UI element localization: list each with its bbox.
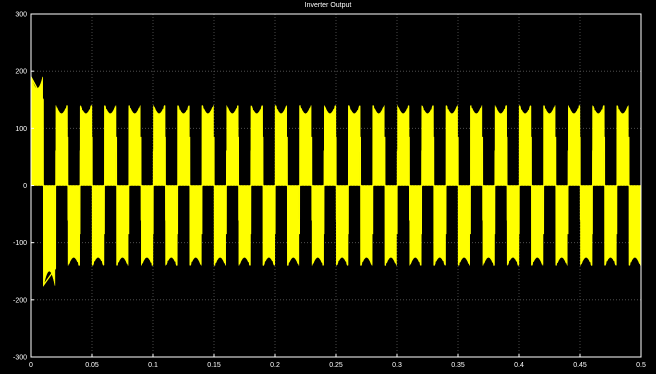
y-tick-label: 200 [15, 69, 27, 76]
series-block [324, 105, 336, 186]
x-tick-label: 0.15 [207, 362, 221, 369]
series-block [141, 185, 153, 266]
y-tick-label: 0 [23, 183, 27, 190]
series-block [116, 185, 129, 266]
series-block [238, 185, 251, 266]
series-block [409, 185, 422, 266]
x-tick-label: 0.4 [514, 362, 524, 369]
series-block [580, 185, 592, 266]
series-block [616, 105, 629, 186]
series-block [592, 105, 605, 186]
series-block [189, 185, 202, 266]
y-tick-label: 300 [15, 12, 27, 19]
series-block [604, 185, 617, 266]
x-tick-label: 0.45 [573, 362, 587, 369]
series-block [385, 185, 397, 266]
x-tick-label: 0.3 [392, 362, 402, 369]
series-block [202, 105, 214, 186]
series-block [67, 185, 80, 266]
series-block [287, 185, 300, 266]
series-block [214, 185, 226, 266]
series-block [531, 185, 544, 266]
x-tick-label: 0.1 [148, 362, 158, 369]
series-block [348, 105, 361, 186]
series-block [311, 185, 324, 266]
series-block [470, 105, 483, 186]
series-block [336, 185, 348, 266]
series-block [372, 105, 385, 186]
series-block [226, 105, 239, 186]
series-block [263, 185, 275, 266]
series-block [482, 185, 495, 266]
series-block [543, 105, 556, 186]
series-block [446, 105, 458, 186]
series-block [629, 185, 641, 266]
series-block [433, 185, 446, 266]
series-block [568, 105, 580, 186]
series-block [153, 105, 165, 186]
series-block [55, 105, 68, 186]
series-block [555, 185, 568, 266]
x-tick-label: 0.5 [636, 362, 646, 369]
x-tick-label: 0.05 [85, 362, 99, 369]
series-block [177, 105, 190, 186]
x-tick-label: 0.35 [451, 362, 465, 369]
chart-title: Inverter Output [304, 2, 352, 9]
series-block [80, 105, 92, 186]
y-tick-label: 100 [15, 126, 27, 133]
series-block [250, 105, 263, 186]
series-block [275, 105, 287, 186]
y-tick-label: -100 [13, 240, 27, 247]
series-block [165, 185, 178, 266]
series-block [507, 185, 519, 266]
x-tick-label: 0.25 [329, 362, 343, 369]
series-block [43, 185, 56, 286]
y-tick-label: -200 [13, 297, 27, 304]
series-block [92, 185, 104, 266]
series-block [397, 105, 409, 186]
series-block [421, 105, 434, 186]
series-block [458, 185, 470, 266]
series-block [128, 105, 141, 186]
x-tick-label: 0 [29, 362, 33, 369]
series-block [519, 105, 531, 186]
series-block [360, 185, 373, 266]
series-block [31, 76, 43, 186]
y-tick-label: -300 [13, 355, 27, 362]
series-block [299, 105, 312, 186]
series-block [104, 105, 117, 186]
x-tick-label: 0.2 [270, 362, 280, 369]
series-block [494, 105, 507, 186]
